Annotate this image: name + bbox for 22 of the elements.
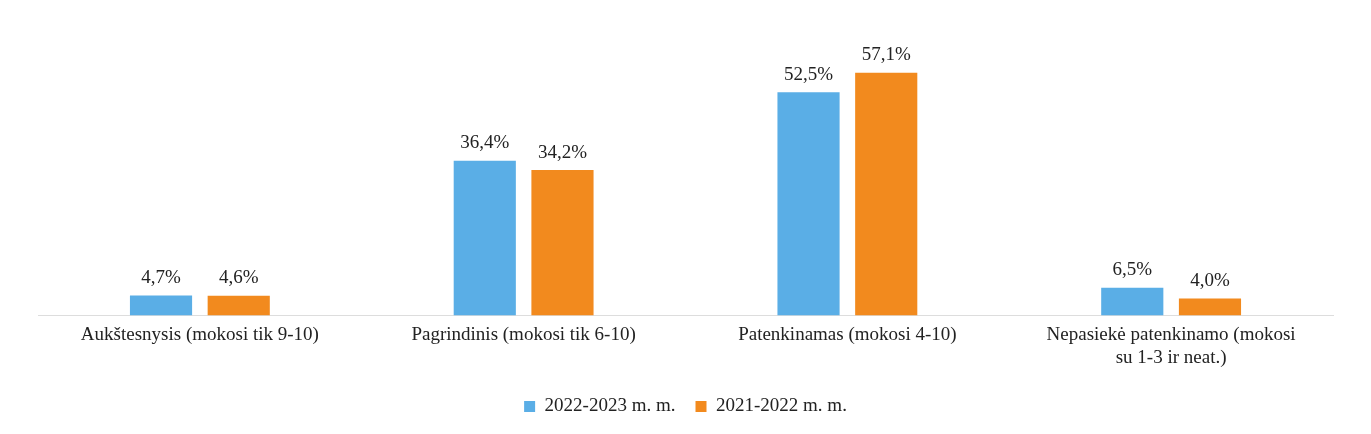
bar	[1178, 298, 1242, 316]
bar	[777, 92, 840, 316]
legend-label: 2021-2022 m. m.	[716, 394, 847, 416]
bar	[129, 295, 193, 316]
data-label: 52,5%	[783, 62, 834, 84]
bar	[1101, 287, 1164, 316]
bar	[453, 160, 516, 316]
x-tick-label: Pagrindinis (mokosi tik 6-10)	[411, 322, 636, 345]
x-tick-label: Nepasiekė patenkinamo (mokosi su 1-3 ir neat.)	[1046, 322, 1296, 368]
data-label: 4,7%	[141, 265, 181, 287]
data-label: 57,1%	[861, 43, 911, 65]
x-tick-label: Patenkinamas (mokosi 4-10)	[738, 322, 957, 345]
x-tick-label: Aukštesnysis (mokosi tik 9-10)	[80, 322, 319, 345]
data-label: 36,4%	[460, 131, 510, 153]
data-label: 34,2%	[537, 140, 588, 162]
data-label: 6,5%	[1112, 258, 1153, 280]
bar	[531, 170, 594, 316]
data-label: 4,0%	[1190, 268, 1230, 290]
legend-label: 2022-2023 m. m.	[544, 394, 676, 416]
data-label: 4,6%	[218, 266, 259, 288]
bar	[207, 295, 270, 316]
bar	[855, 72, 918, 316]
